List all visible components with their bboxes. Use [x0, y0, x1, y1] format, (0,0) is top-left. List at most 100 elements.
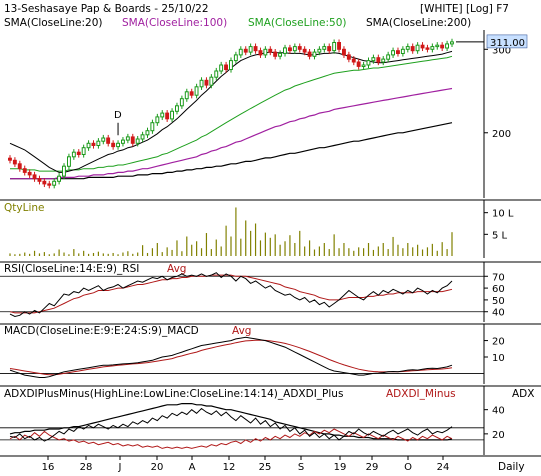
candle-body — [297, 46, 302, 50]
candle-body — [342, 48, 346, 56]
candle-body — [37, 178, 42, 182]
candle-body — [302, 48, 307, 53]
candle-body — [258, 50, 263, 56]
sma50-line — [10, 55, 453, 172]
candle-body — [430, 46, 435, 50]
candle-body — [229, 60, 233, 70]
candle-body — [67, 156, 71, 167]
candle-body — [209, 76, 214, 86]
candle-body — [160, 112, 165, 118]
candle-body — [263, 48, 268, 56]
candle-body — [204, 79, 209, 86]
rsi-avg-label: Avg — [167, 263, 186, 275]
legend-sma200: SMA(CloseLine:200) — [366, 17, 471, 29]
candle-body — [366, 60, 371, 66]
candle-body — [391, 50, 396, 56]
candle-body — [32, 174, 37, 180]
candle-body — [327, 46, 332, 52]
x-tick-label: A — [189, 462, 196, 473]
candle-body — [307, 51, 312, 57]
x-tick-label: S — [298, 462, 304, 473]
candle-body — [199, 79, 204, 88]
candle-body — [57, 175, 61, 182]
adx-minus-label: ADXDI_Minus — [386, 388, 456, 400]
candle-body — [273, 51, 278, 57]
candle-body — [410, 46, 415, 52]
x-tick-label: 19 — [334, 462, 347, 473]
candle-body — [189, 91, 194, 96]
macd-avg-label: Avg — [232, 325, 251, 337]
volume-panel-label: QtyLine — [4, 202, 44, 214]
last-price-box — [486, 34, 528, 49]
x-tick-label: 24 — [437, 462, 450, 473]
candle-body — [445, 43, 450, 49]
rsi-tick-label: 70 — [492, 272, 505, 283]
candle-body — [332, 42, 337, 52]
candle-body — [111, 142, 116, 148]
candle-body — [175, 105, 179, 112]
candle-body — [415, 44, 420, 52]
rsi-panel-label: RSI(CloseLine:14:E:9)_RSI — [4, 263, 139, 275]
candle-body — [47, 183, 52, 186]
candle-body — [425, 47, 430, 50]
sma200-line — [10, 122, 453, 180]
candle-body — [238, 48, 243, 56]
candle-body — [214, 70, 219, 78]
rsi-tick-label: 40 — [492, 308, 505, 319]
candle-body — [96, 140, 101, 146]
candle-body — [356, 61, 361, 67]
candle-body — [179, 98, 184, 107]
candle-body — [194, 86, 199, 96]
x-tick-label: 29 — [366, 462, 379, 473]
volume-tick-label: 10 L — [492, 209, 514, 220]
candle-body — [150, 122, 155, 132]
candle-body — [376, 57, 381, 63]
macd-tick-label: 20 — [492, 337, 505, 348]
candle-body — [243, 48, 248, 53]
candle-body — [248, 46, 253, 53]
price-tick-label: 200 — [492, 129, 511, 140]
candle-body — [81, 147, 86, 155]
candle-body — [116, 142, 120, 148]
candle-body — [12, 159, 17, 165]
candle-body — [351, 58, 356, 63]
x-tick-label: 28 — [80, 462, 93, 473]
candle-body — [450, 41, 454, 45]
rsi-tick-label: 60 — [492, 284, 505, 295]
chart-mode: [WHITE] [Log] F7 — [420, 3, 509, 15]
candle-body — [400, 48, 405, 54]
candle-body — [52, 180, 57, 186]
candle-body — [165, 112, 170, 120]
volume-tick-label: 5 L — [492, 230, 508, 241]
candle-body — [420, 44, 425, 49]
candle-body — [435, 44, 440, 48]
macd-avg-line — [9, 339, 453, 376]
candle-body — [184, 91, 189, 100]
x-tick-label: O — [404, 462, 412, 473]
candle-body — [405, 46, 410, 50]
candle-body — [292, 46, 297, 52]
candle-body — [346, 54, 351, 60]
adx-panel-label: ADXDIPlusMinus(HighLine:LowLine:CloseLin… — [4, 388, 343, 400]
candle-body — [42, 180, 47, 185]
x-tick-label: J — [118, 462, 122, 473]
candle-body — [283, 47, 287, 54]
annotation-d-label: D — [114, 110, 122, 121]
candle-body — [135, 138, 140, 144]
candle-body — [62, 165, 66, 177]
last-price-label: 311.00 — [490, 38, 525, 49]
candle-body — [76, 151, 81, 155]
candle-body — [140, 134, 145, 140]
candle-body — [106, 137, 111, 144]
candle-body — [219, 64, 224, 72]
candle-body — [386, 54, 391, 60]
candle-body — [86, 142, 91, 149]
candle-body — [27, 171, 32, 176]
sma100-line — [10, 87, 453, 180]
adx-tick-label: 20 — [492, 430, 505, 441]
candle-body — [170, 110, 175, 120]
candle-body — [121, 139, 125, 144]
legend-sma50: SMA(CloseLine:50) — [248, 17, 346, 29]
macd-tick-label: 10 — [492, 353, 505, 364]
